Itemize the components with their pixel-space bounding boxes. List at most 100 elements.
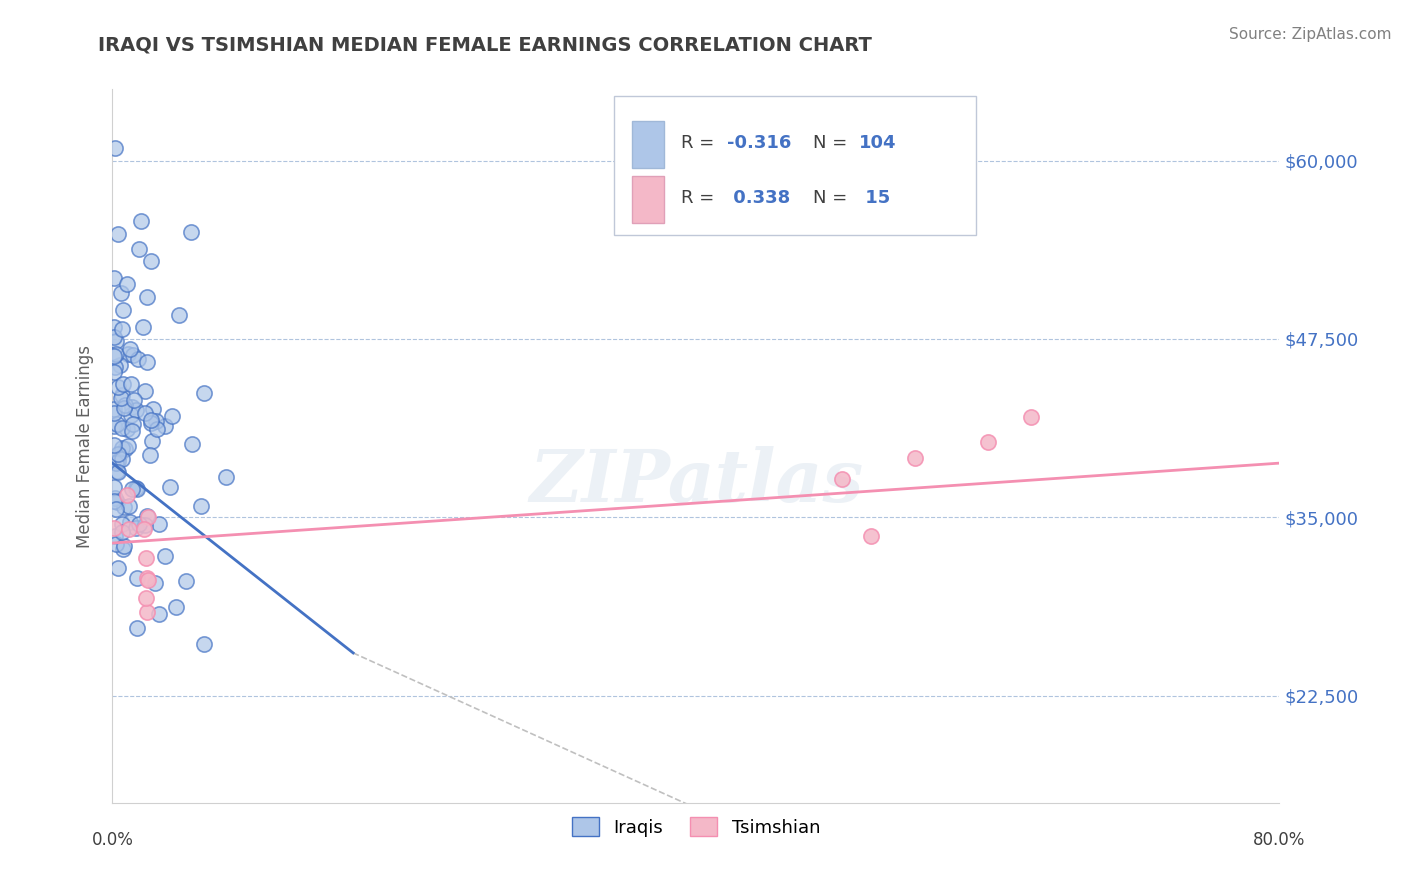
Point — [215, 470, 238, 484]
Point — [110, 441, 132, 455]
Point — [125, 403, 148, 417]
Point — [103, 330, 125, 344]
Point — [103, 493, 125, 508]
Point — [139, 448, 162, 462]
Text: IRAQI VS TSIMSHIAN MEDIAN FEMALE EARNINGS CORRELATION CHART: IRAQI VS TSIMSHIAN MEDIAN FEMALE EARNING… — [98, 36, 872, 54]
Point — [121, 425, 143, 439]
Point — [132, 522, 155, 536]
Point — [117, 439, 139, 453]
Point — [125, 521, 148, 535]
Point — [135, 551, 157, 566]
Point — [103, 401, 125, 416]
Point — [103, 365, 125, 379]
Point — [112, 539, 135, 553]
Text: 0.0%: 0.0% — [91, 831, 134, 849]
Point — [111, 388, 134, 402]
Point — [103, 438, 125, 452]
Point — [120, 408, 142, 422]
Point — [128, 516, 150, 531]
Point — [141, 254, 163, 268]
Point — [153, 549, 176, 563]
Point — [110, 391, 132, 405]
Text: 15: 15 — [859, 189, 890, 207]
Point — [127, 351, 149, 366]
Point — [103, 359, 125, 374]
Text: -0.316: -0.316 — [727, 134, 792, 152]
Point — [118, 522, 141, 536]
Point — [136, 605, 159, 619]
Point — [180, 436, 202, 450]
Point — [143, 575, 166, 590]
Point — [128, 242, 150, 256]
Point — [103, 406, 125, 420]
Point — [142, 401, 165, 416]
Point — [831, 472, 853, 486]
Text: ZIPatlas: ZIPatlas — [529, 446, 863, 517]
Point — [136, 290, 159, 304]
Point — [169, 308, 191, 322]
Point — [107, 227, 129, 241]
Point — [107, 454, 129, 468]
Point — [121, 400, 143, 414]
Point — [1021, 410, 1043, 425]
Point — [132, 320, 155, 334]
Point — [141, 416, 163, 430]
Point — [135, 571, 157, 585]
Point — [104, 347, 127, 361]
Text: N =: N = — [813, 189, 852, 207]
Y-axis label: Median Female Earnings: Median Female Earnings — [76, 344, 94, 548]
Point — [904, 451, 927, 466]
Point — [155, 419, 177, 434]
Point — [976, 435, 998, 450]
Point — [103, 320, 125, 334]
Point — [134, 384, 156, 399]
Point — [104, 502, 127, 516]
Point — [120, 516, 142, 530]
Point — [117, 347, 139, 361]
Point — [135, 591, 157, 606]
Point — [134, 406, 156, 420]
Point — [114, 442, 136, 456]
Point — [118, 499, 141, 513]
Point — [141, 434, 163, 449]
Point — [114, 500, 136, 514]
Point — [122, 417, 145, 431]
Point — [110, 358, 132, 372]
Point — [193, 637, 215, 651]
Point — [112, 302, 135, 317]
Point — [111, 517, 134, 532]
Point — [110, 451, 132, 466]
Point — [117, 421, 139, 435]
Point — [159, 480, 181, 494]
Point — [146, 422, 169, 436]
Point — [125, 481, 148, 495]
Text: N =: N = — [813, 134, 852, 152]
Point — [104, 141, 127, 155]
Point — [105, 456, 128, 470]
Legend: Iraqis, Tsimshian: Iraqis, Tsimshian — [565, 810, 827, 844]
Text: R =: R = — [681, 189, 720, 207]
Point — [141, 413, 163, 427]
Text: 0.338: 0.338 — [727, 189, 790, 207]
Point — [105, 464, 128, 478]
Point — [160, 409, 183, 424]
Point — [104, 334, 127, 348]
Point — [105, 494, 128, 508]
Text: R =: R = — [681, 134, 720, 152]
Point — [180, 226, 202, 240]
Point — [127, 571, 149, 585]
Point — [107, 380, 129, 394]
Point — [104, 529, 127, 543]
Point — [190, 499, 212, 513]
Text: 80.0%: 80.0% — [1253, 831, 1306, 849]
Point — [122, 393, 145, 408]
FancyBboxPatch shape — [631, 121, 665, 168]
Point — [121, 482, 143, 496]
Point — [115, 277, 138, 291]
Point — [111, 525, 134, 540]
Point — [107, 447, 129, 461]
Point — [120, 376, 142, 391]
Point — [107, 465, 129, 479]
Point — [860, 529, 883, 543]
Point — [148, 517, 170, 532]
